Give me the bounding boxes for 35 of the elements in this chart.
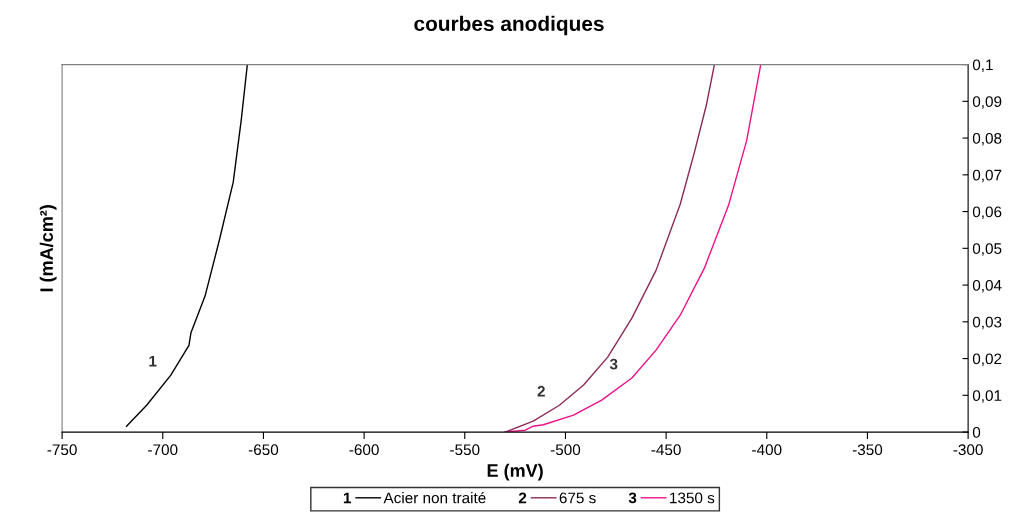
y-tick-label: 0,02 <box>972 353 1002 367</box>
x-tick-label: -650 <box>248 444 279 456</box>
annotation: 3 <box>609 358 618 370</box>
x-tick-label: -300 <box>953 444 983 456</box>
legend-label: Acier non traité <box>383 491 486 504</box>
y-tick-label: 0 <box>972 426 981 438</box>
y-tick-label: 0,01 <box>972 390 1002 403</box>
x-tick-label: -500 <box>550 444 581 456</box>
x-tick-label: -600 <box>349 444 379 456</box>
y-tick-label: 0,08 <box>972 132 1002 146</box>
x-tick-label: -400 <box>752 444 782 456</box>
y-tick-label: 0,04 <box>972 279 1002 293</box>
y-tick-label: 0,1 <box>972 59 993 73</box>
y-axis-title: I (mA/cm²) <box>39 205 57 292</box>
text: 3 <box>628 492 637 504</box>
y-tick-label: 0,07 <box>972 169 1002 183</box>
x-tick-label: -750 <box>47 444 77 456</box>
chart-title: courbes anodiques <box>414 15 604 36</box>
y-tick-label: 0,09 <box>972 96 1002 109</box>
x-tick-label: -700 <box>148 444 178 456</box>
legend-label: 1350 s <box>670 492 715 504</box>
text: 1 <box>343 492 351 504</box>
legend-label: 675 s <box>559 492 596 504</box>
x-tick-label: -450 <box>651 444 681 456</box>
line-series <box>125 64 249 427</box>
y-tick-label: 0,06 <box>972 206 1002 220</box>
y-tick-label: 0,05 <box>972 243 1002 256</box>
y-tick-label: 0,03 <box>972 316 1002 330</box>
x-axis-title: E (mV) <box>487 463 543 481</box>
x-tick-label: -350 <box>852 444 883 456</box>
text: 2 <box>518 492 527 504</box>
annotation: 1 <box>149 355 157 367</box>
annotation: 2 <box>537 385 545 397</box>
x-tick-label: -550 <box>450 444 480 456</box>
line-series <box>504 64 716 433</box>
